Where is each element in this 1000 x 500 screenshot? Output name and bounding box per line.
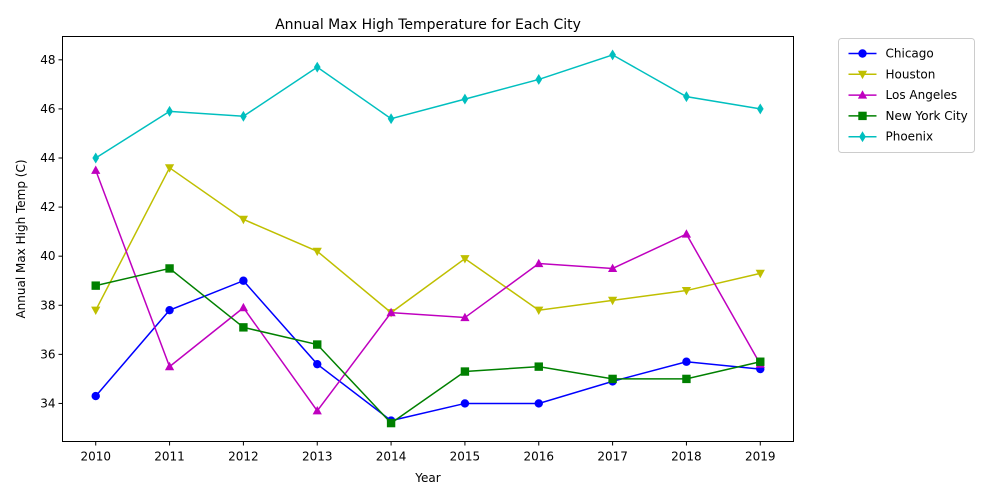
data-point-houston [681,286,692,296]
data-point-new-york-city [608,374,617,384]
x-tick-label: 2018 [671,450,702,464]
data-point-houston [91,306,101,316]
data-point-phoenix [92,152,100,164]
data-point-phoenix [756,103,764,115]
data-point-los-angeles [534,258,544,268]
legend-entry-los-angeles: Los Angeles [848,88,958,102]
data-point-phoenix [535,73,543,85]
x-tick-label: 2014 [376,450,407,464]
legend-box [838,38,975,153]
data-point-los-angeles [164,361,175,371]
series-line-houston [95,166,761,314]
data-point-chicago [534,399,543,408]
series-phoenix [92,49,764,164]
y-tick-label: 46 [40,102,55,116]
data-point-new-york-city [239,323,248,332]
data-point-houston [164,164,175,173]
legend-label: Phoenix [886,130,934,144]
data-point-phoenix [313,61,321,73]
series-new-york-city [91,264,765,428]
series-line-los-angeles [95,170,761,413]
x-tick-label: 2017 [597,450,628,464]
x-tick-label: 2010 [80,450,111,464]
legend-marker-houston [857,70,868,80]
data-point-new-york-city [460,367,470,376]
data-point-chicago [239,276,248,285]
plot-frame [62,36,794,442]
data-point-los-angeles [681,229,692,238]
data-point-houston [312,247,322,257]
y-tick-label: 44 [40,151,55,165]
data-point-los-angeles [386,307,396,317]
legend-marker-phoenix [859,131,866,143]
y-axis-label: Annual Max High Temp (C) [14,159,28,318]
legend-label: New York City [886,109,968,123]
x-axis: 2010 2011 2012 2013 2014 2015 2016 2017 2018 2019 [80,441,776,464]
x-tick-label: 2016 [523,450,554,464]
data-point-chicago [91,391,100,401]
data-point-new-york-city [756,357,765,366]
x-tick-label: 2019 [745,450,776,464]
y-tick-label: 40 [40,249,55,263]
data-point-chicago [682,357,691,366]
legend-label: Los Angeles [886,88,958,102]
data-point-houston [238,215,249,225]
data-point-los-angeles [238,302,249,312]
data-point-los-angeles [91,165,101,174]
data-point-new-york-city [91,281,100,290]
data-point-phoenix [683,91,690,103]
series-line-new-york-city [95,267,761,425]
series-los-angeles [91,165,765,415]
data-point-new-york-city [165,264,174,273]
data-point-los-angeles [460,312,470,322]
legend-marker-los-angeles [857,90,868,99]
legend-entry-phoenix: Phoenix [848,130,934,144]
y-tick-label: 42 [40,200,55,214]
x-tick-label: 2015 [450,450,481,464]
data-point-phoenix [240,110,247,122]
data-point-houston [607,296,618,306]
legend-entry-chicago: Chicago [848,47,934,61]
x-tick-label: 2012 [228,450,259,464]
chart-title: Annual Max High Temperature for Each Cit… [275,17,581,33]
x-axis-label: Year [414,471,440,485]
series-line-chicago [95,279,761,422]
data-point-chicago [313,359,322,369]
data-point-los-angeles [607,263,618,273]
y-axis: 34 36 38 40 42 44 46 48 [40,53,63,410]
y-tick-label: 34 [40,396,55,410]
data-point-chicago [165,305,174,315]
data-point-houston [534,306,544,316]
data-point-new-york-city [534,362,543,371]
data-point-houston [460,255,470,264]
legend-entry-new-york-city: New York City [848,109,968,123]
legend-label: Chicago [886,47,934,61]
data-point-phoenix [461,93,469,105]
y-tick-label: 48 [40,53,55,67]
data-point-new-york-city [313,340,322,349]
data-point-phoenix [387,113,395,125]
series-houston [91,164,765,318]
data-point-phoenix [609,49,616,61]
data-point-houston [755,269,765,279]
y-tick-label: 38 [40,298,55,312]
data-point-los-angeles [312,405,322,415]
x-tick-label: 2011 [154,450,185,464]
y-tick-label: 36 [40,347,55,361]
legend-entry-houston: Houston [848,67,936,81]
series-line-phoenix [95,54,761,159]
data-point-new-york-city [682,374,691,384]
legend-label: Houston [886,67,936,81]
legend: Chicago Houston Los Angeles New York City Ph… [838,38,975,153]
legend-marker-chicago [858,49,867,58]
data-point-new-york-city [386,418,396,428]
series-chicago [91,276,765,425]
data-point-chicago [460,399,470,408]
x-tick-label: 2013 [302,450,333,464]
data-point-phoenix [166,105,173,117]
legend-marker-new-york-city [858,111,867,121]
series-group [91,49,765,428]
